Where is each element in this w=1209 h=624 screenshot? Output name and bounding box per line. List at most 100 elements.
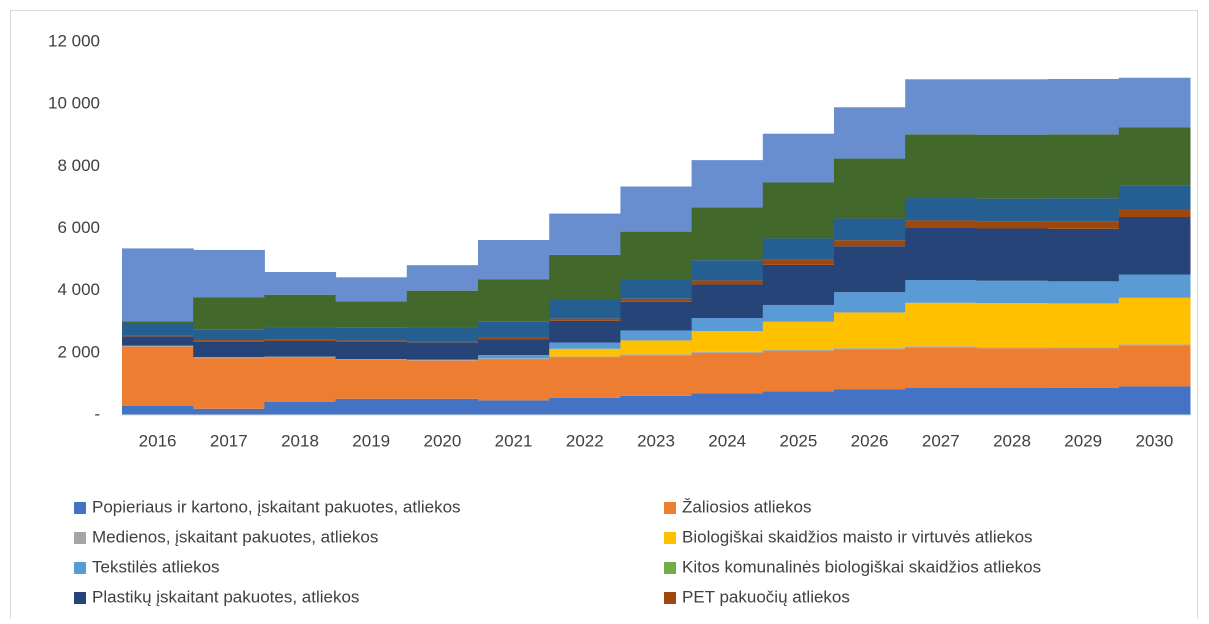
bar-segment — [905, 302, 977, 347]
bar-segment — [905, 79, 977, 135]
bar-segment — [1047, 228, 1120, 282]
bar-segment — [620, 279, 693, 299]
bar-segment — [335, 341, 408, 360]
bar-segment — [406, 265, 479, 291]
bar-segment — [620, 395, 693, 415]
bar-segment — [691, 280, 764, 285]
bar-segment — [834, 218, 906, 241]
bar-segment — [549, 213, 621, 255]
bar-segment — [406, 360, 479, 399]
legend-label: Tekstilės atliekos — [92, 557, 220, 576]
legend-swatch — [664, 532, 676, 544]
x-tick-label: 2020 — [423, 431, 461, 450]
bar-segment — [478, 355, 550, 359]
legend-swatch — [664, 562, 676, 574]
bar-segment — [976, 387, 1049, 415]
legend-swatch — [74, 502, 86, 514]
bar-segment — [976, 347, 1049, 349]
bar-segment — [620, 340, 693, 355]
bar-segment — [193, 357, 265, 359]
bar-segment — [1118, 127, 1191, 186]
x-tick-label: 2018 — [281, 431, 319, 450]
bar-segment — [1118, 345, 1191, 387]
bar-segment — [691, 284, 764, 319]
x-tick-label: 2029 — [1064, 431, 1102, 450]
y-tick-label: 6 000 — [57, 218, 100, 237]
bar-segment — [976, 221, 1049, 229]
bar-segment — [478, 400, 550, 415]
y-tick-label: 10 000 — [48, 94, 100, 113]
bar-segment — [620, 301, 693, 331]
bar-segment — [834, 389, 906, 415]
bar-segment — [264, 401, 337, 415]
bar-segment — [478, 359, 550, 401]
bar-segment — [406, 327, 479, 342]
bar-segment — [193, 329, 265, 341]
bar-segment — [976, 348, 1049, 388]
bar-segment — [1118, 216, 1191, 275]
bar-segment — [549, 318, 621, 321]
bar-segment — [620, 354, 693, 356]
bar-segment — [976, 198, 1049, 222]
bar-segment — [193, 341, 265, 358]
bar-segment — [834, 240, 906, 247]
bar-segment — [122, 248, 194, 322]
bar-segment — [478, 337, 550, 340]
bar-segment — [549, 254, 621, 300]
x-tick-label: 2016 — [139, 431, 177, 450]
bar-segment — [1118, 274, 1191, 298]
legend-swatch — [74, 592, 86, 604]
bar-segment — [691, 318, 764, 332]
y-tick-label: 12 000 — [48, 31, 100, 50]
bar-segment — [620, 231, 693, 280]
bar-segment — [905, 347, 977, 388]
legend-swatch — [664, 502, 676, 514]
bar-segment — [905, 280, 977, 303]
y-tick-label: 8 000 — [57, 156, 100, 175]
bar-segment — [834, 349, 906, 390]
bar-segment — [691, 331, 764, 352]
bar-segment — [264, 327, 337, 340]
bar-segment — [335, 359, 408, 399]
bar-segment — [549, 320, 621, 343]
bar-segment — [264, 294, 337, 328]
bar-segment — [762, 259, 835, 265]
bar-segment — [1047, 303, 1120, 348]
bar-segment — [834, 158, 906, 219]
bar-segment — [834, 246, 906, 293]
x-tick-label: 2023 — [637, 431, 675, 450]
bar-segment — [1047, 387, 1120, 415]
bar-segment — [335, 398, 408, 415]
bar-segment — [264, 341, 337, 357]
bar-segment — [1118, 344, 1191, 346]
x-tick-label: 2030 — [1135, 431, 1173, 450]
chart-frame — [10, 10, 1198, 619]
bar-segment — [762, 350, 835, 392]
bar-segment — [335, 277, 408, 302]
bar-segment — [406, 342, 479, 360]
legend-label: Medienos, įskaitant pakuotes, atliekos — [92, 527, 378, 546]
legend-label: PET pakuočių atliekos — [682, 587, 850, 606]
bar-segment — [549, 356, 621, 358]
bar-segment — [620, 330, 693, 341]
bar-segment — [264, 339, 337, 342]
bar-segment — [122, 345, 194, 347]
bar-segment — [335, 301, 408, 328]
bar-segment — [905, 387, 977, 415]
bar-segment — [1047, 198, 1120, 222]
bar-segment — [122, 322, 194, 336]
bar-segment — [122, 346, 194, 406]
bar-segment — [762, 321, 835, 351]
y-tick-label: 2 000 — [57, 342, 100, 361]
bar-segment — [1118, 297, 1191, 345]
bar-segment — [335, 340, 408, 342]
bar-segment — [834, 292, 906, 313]
legend-swatch — [664, 592, 676, 604]
bar-segment — [976, 228, 1049, 281]
bar-segment — [122, 336, 194, 346]
bar-segment — [478, 339, 550, 356]
x-tick-label: 2022 — [566, 431, 604, 450]
bar-segment — [549, 357, 621, 398]
bar-segment — [762, 264, 835, 305]
